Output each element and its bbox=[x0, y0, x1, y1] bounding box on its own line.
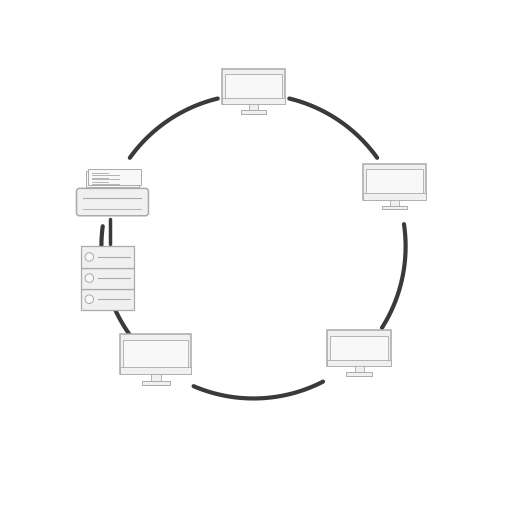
FancyBboxPatch shape bbox=[123, 341, 188, 371]
FancyBboxPatch shape bbox=[390, 199, 399, 206]
FancyBboxPatch shape bbox=[241, 110, 266, 114]
FancyBboxPatch shape bbox=[120, 334, 191, 374]
FancyBboxPatch shape bbox=[77, 188, 149, 216]
FancyBboxPatch shape bbox=[366, 169, 423, 196]
FancyBboxPatch shape bbox=[363, 164, 426, 200]
FancyBboxPatch shape bbox=[331, 336, 388, 363]
FancyBboxPatch shape bbox=[141, 381, 170, 385]
FancyBboxPatch shape bbox=[346, 372, 372, 376]
FancyBboxPatch shape bbox=[363, 193, 426, 200]
FancyBboxPatch shape bbox=[249, 104, 258, 110]
FancyBboxPatch shape bbox=[120, 367, 191, 374]
FancyBboxPatch shape bbox=[382, 206, 407, 209]
FancyBboxPatch shape bbox=[222, 98, 285, 105]
FancyBboxPatch shape bbox=[151, 373, 161, 381]
FancyBboxPatch shape bbox=[225, 74, 282, 102]
FancyBboxPatch shape bbox=[355, 365, 364, 372]
FancyBboxPatch shape bbox=[328, 360, 391, 366]
FancyBboxPatch shape bbox=[86, 171, 139, 187]
FancyBboxPatch shape bbox=[222, 69, 285, 105]
Circle shape bbox=[85, 295, 94, 304]
FancyBboxPatch shape bbox=[88, 169, 141, 185]
FancyBboxPatch shape bbox=[81, 289, 134, 310]
FancyBboxPatch shape bbox=[328, 330, 391, 366]
FancyBboxPatch shape bbox=[81, 268, 134, 289]
Circle shape bbox=[85, 274, 94, 282]
FancyBboxPatch shape bbox=[81, 246, 134, 268]
Circle shape bbox=[85, 253, 94, 261]
